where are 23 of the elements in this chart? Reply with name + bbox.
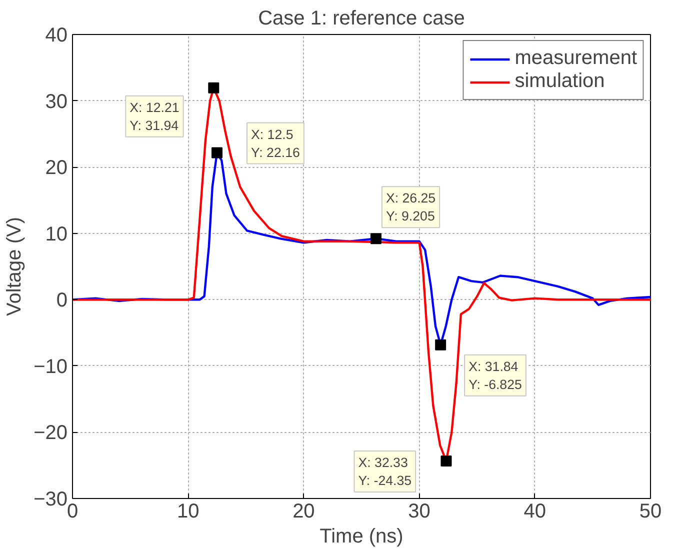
legend-label: measurement bbox=[514, 47, 637, 70]
y-tick-label: 10 bbox=[45, 223, 68, 246]
x-axis-title: Time (ns) bbox=[320, 526, 404, 548]
annotation: X: 12.5 Y: 22.16 bbox=[251, 126, 300, 160]
y-tick-label: 20 bbox=[45, 157, 68, 180]
x-tick-label: 50 bbox=[639, 500, 662, 522]
chart-title: Case 1: reference case bbox=[258, 8, 465, 30]
x-tick-label: 10 bbox=[176, 500, 200, 522]
x-tick-label: 30 bbox=[408, 500, 430, 522]
annotation: X: 31.84 Y: -6.825 bbox=[468, 358, 522, 392]
y-tick-label: −30 bbox=[34, 488, 68, 510]
annotation: X: 32.33 Y: -24.35 bbox=[358, 455, 412, 488]
legend-label: simulation bbox=[514, 70, 605, 93]
x-tick-label: 20 bbox=[292, 500, 315, 522]
y-tick-label: 0 bbox=[56, 290, 68, 312]
annotation: X: 26.25 Y: 9.205 bbox=[386, 190, 436, 224]
y-tick-label: −10 bbox=[34, 356, 68, 378]
y-tick-label: −20 bbox=[34, 422, 68, 444]
y-tick-label: 40 bbox=[45, 24, 68, 46]
x-tick-label: 40 bbox=[524, 500, 546, 522]
y-axis-title: Voltage (V) bbox=[4, 217, 26, 316]
y-tick-label: 30 bbox=[45, 90, 68, 113]
annotation: X: 12.21 Y: 31.94 bbox=[130, 100, 180, 133]
